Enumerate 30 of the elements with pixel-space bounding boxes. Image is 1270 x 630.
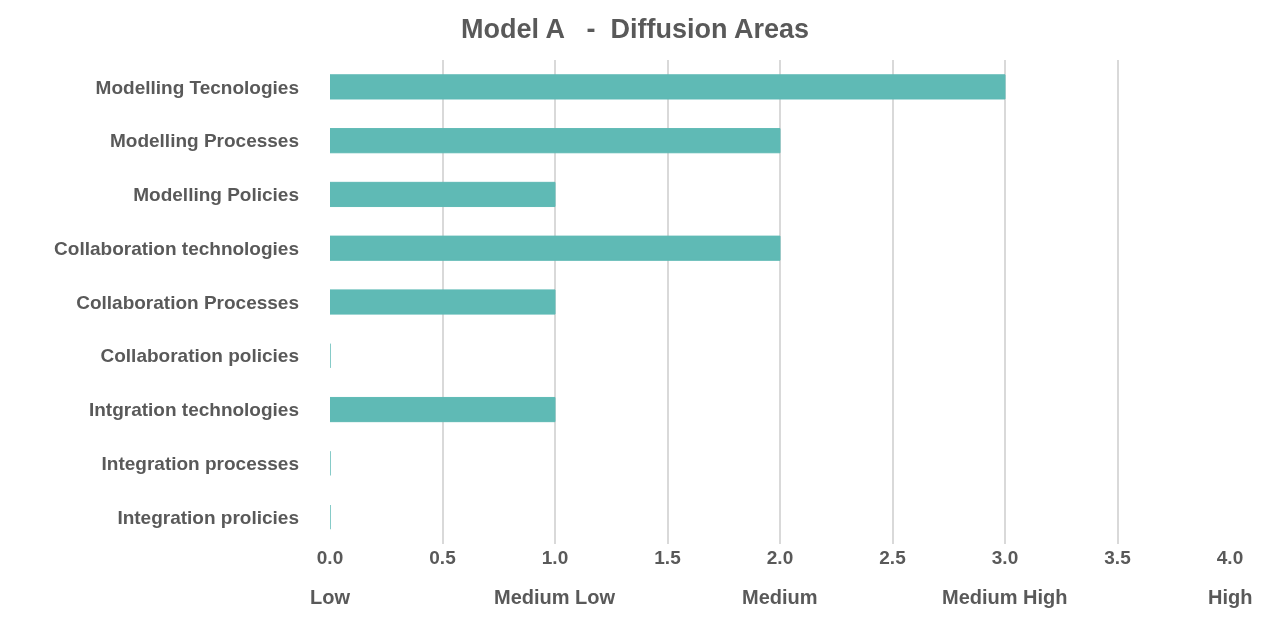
- y-tick-label: Integration prolicies: [117, 506, 299, 528]
- bar: [330, 235, 781, 261]
- x-tick-label: 3.5: [1104, 547, 1132, 568]
- bar: [330, 74, 1006, 100]
- bar: [330, 128, 781, 154]
- text: High: [1208, 586, 1253, 608]
- x-tick-label: 2.5: [879, 547, 907, 568]
- y-tick-label: Collaboration policies: [100, 345, 299, 367]
- text: Low: [310, 586, 351, 608]
- y-tick-label: Intgration technologies: [88, 399, 299, 421]
- y-tick-label: Collaboration Processes: [76, 291, 299, 313]
- x-tick-label: 0.0: [316, 547, 344, 568]
- bar: [330, 396, 556, 423]
- y-tick-label: Modelling Policies: [133, 184, 299, 206]
- x-tick-label: 0.5: [429, 547, 457, 568]
- y-tick-label: Integration processes: [101, 452, 299, 474]
- x-tick-label: 1.5: [654, 547, 682, 568]
- y-tick-label: Collaboration technologies: [54, 237, 299, 259]
- chart-title: Model A - Diffusion Areas: [460, 13, 810, 44]
- x-tick-label: 1.0: [541, 547, 569, 568]
- x-tick-label: 2.0: [766, 547, 794, 568]
- text: Medium Low: [494, 586, 616, 608]
- bar: [330, 289, 556, 315]
- text: Medium: [742, 586, 818, 608]
- x-tick-label: 4.0: [1216, 547, 1244, 568]
- bar: [330, 181, 556, 208]
- text: Medium High: [942, 586, 1068, 608]
- x-tick-label: 3.0: [991, 547, 1019, 568]
- y-tick-label: Modelling Tecnologies: [95, 76, 299, 98]
- y-tick-label: Modelling Processes: [109, 130, 299, 152]
